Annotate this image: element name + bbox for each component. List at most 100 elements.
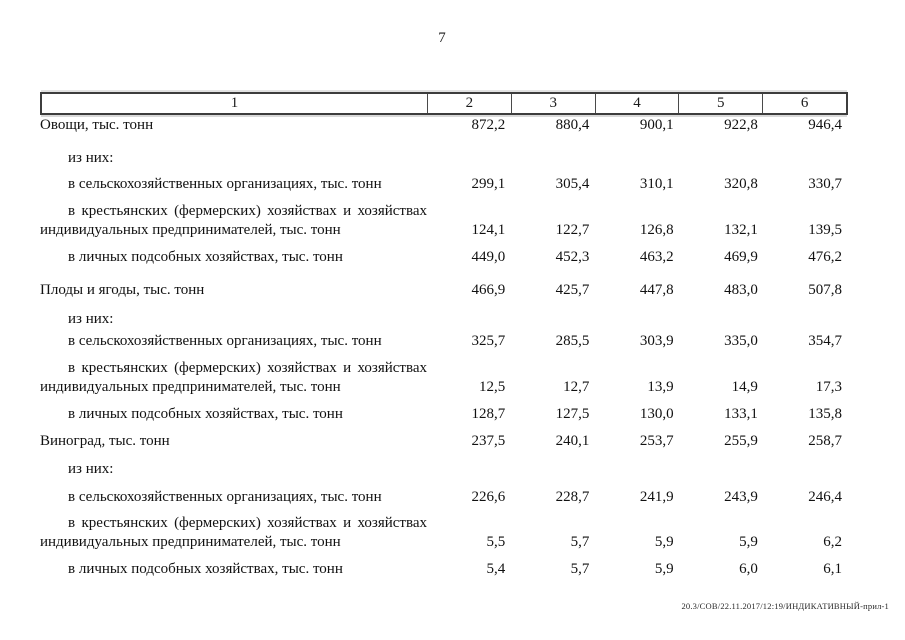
cell-value: 447,8	[639, 282, 674, 298]
row-label: в крестьянских (фермерских) хозяйствах и…	[40, 203, 427, 238]
cell-value: 246,4	[808, 489, 843, 505]
table-header-cell: 1	[230, 95, 239, 111]
cell-value: 922,8	[724, 117, 758, 133]
cell-value: 240,1	[555, 433, 590, 449]
cell-value: 128,7	[471, 406, 506, 422]
cell-value: 127,5	[555, 406, 590, 422]
cell-value: 139,5	[808, 221, 843, 238]
row-label: из них:	[68, 461, 114, 477]
cell-value: 946,4	[808, 117, 843, 133]
cell-value: 241,9	[639, 489, 674, 505]
cell-value: 5,7	[570, 561, 590, 577]
cell-value: 900,1	[639, 117, 674, 133]
cell-value: 5,9	[739, 533, 758, 550]
cell-value: 476,2	[808, 249, 843, 265]
cell-value: 5,7	[570, 533, 590, 550]
cell-value: 228,7	[555, 489, 590, 505]
cell-value: 5,9	[654, 561, 674, 577]
cell-value: 5,9	[654, 533, 674, 550]
cell-value: 135,8	[808, 406, 843, 422]
table-row: в сельскохозяйственных организациях, тыс…	[40, 175, 848, 194]
row-label: Виноград, тыс. тонн	[40, 433, 170, 449]
cell-value: 237,5	[471, 433, 506, 449]
row-label: в крестьянских (фермерских) хозяйствах и…	[40, 360, 427, 395]
table-row: Овощи, тыс. тонн 872,2 880,4 900,1 922,8 946,…	[40, 116, 848, 135]
cell-value: 285,5	[555, 333, 590, 349]
row-label: Плоды и ягоды, тыс. тонн	[40, 282, 205, 298]
row-label: из них:	[68, 311, 114, 327]
table-row: из них:	[40, 460, 848, 479]
row-label: в сельскохозяйственных организациях, тыс…	[68, 333, 382, 349]
row-label: в личных подсобных хозяйствах, тыс. тонн	[68, 249, 343, 265]
cell-value: 335,0	[724, 333, 758, 349]
table-row: Плоды и ягоды, тыс. тонн 466,9 425,7 447,8 4…	[40, 281, 848, 300]
cell-value: 320,8	[724, 176, 758, 192]
cell-value: 12,7	[563, 378, 590, 395]
cell-value: 354,7	[808, 333, 843, 349]
table-row: в крестьянских (фермерских) хозяйствах и…	[40, 514, 848, 551]
row-label: Овощи, тыс. тонн	[40, 117, 154, 133]
cell-value: 6,2	[823, 533, 843, 550]
table-row: в личных подсобных хозяйствах, тыс. тонн…	[40, 248, 848, 267]
cell-value: 126,8	[639, 221, 674, 238]
cell-value: 258,7	[808, 433, 843, 449]
table-row: в личных подсобных хозяйствах, тыс. тонн…	[40, 405, 848, 424]
page-number: 7	[438, 30, 446, 46]
cell-value: 133,1	[724, 406, 758, 422]
cell-value: 507,8	[808, 282, 843, 298]
table-row: в крестьянских (фермерских) хозяйствах и…	[40, 359, 848, 396]
cell-value: 6,1	[823, 561, 843, 577]
table-row: Виноград, тыс. тонн 237,5 240,1 253,7 255,9 2…	[40, 432, 848, 451]
table-row: в сельскохозяйственных организациях, тыс…	[40, 488, 848, 507]
cell-value: 303,9	[639, 333, 674, 349]
row-label: в сельскохозяйственных организациях, тыс…	[68, 176, 382, 192]
cell-value: 469,9	[724, 249, 758, 265]
table-header-cell: 2	[427, 94, 511, 113]
footer-stamp: 20.3/СОВ/22.11.2017/12:19/ИНДИКАТИВНЫЙ-п…	[681, 601, 889, 611]
cell-value: 253,7	[639, 433, 674, 449]
cell-value: 330,7	[808, 176, 843, 192]
row-label: в сельскохозяйственных организациях, тыс…	[68, 489, 382, 505]
cell-value: 325,7	[471, 333, 506, 349]
cell-value: 124,1	[471, 221, 506, 238]
table-row: в личных подсобных хозяйствах, тыс. тонн…	[40, 560, 848, 579]
cell-value: 463,2	[639, 249, 674, 265]
cell-value: 466,9	[471, 282, 506, 298]
table-header-cell: 3	[510, 94, 595, 113]
cell-value: 122,7	[555, 221, 590, 238]
cell-value: 13,9	[647, 378, 674, 395]
row-label: в крестьянских (фермерских) хозяйствах и…	[40, 515, 427, 550]
table-header-cell: 6	[762, 94, 846, 113]
cell-value: 12,5	[478, 378, 506, 395]
cell-value: 5,4	[486, 561, 506, 577]
cell-value: 6,0	[739, 561, 758, 577]
table-row: из них:	[40, 149, 848, 168]
cell-value: 305,4	[555, 176, 590, 192]
table-row: в крестьянских (фермерских) хозяйствах и…	[40, 202, 848, 239]
cell-value: 452,3	[555, 249, 590, 265]
table-header-cell: 4	[594, 94, 679, 113]
cell-value: 17,3	[815, 378, 843, 395]
cell-value: 255,9	[724, 433, 758, 449]
cell-value: 880,4	[555, 117, 590, 133]
row-label: в личных подсобных хозяйствах, тыс. тонн	[68, 561, 343, 577]
table-header-cell: 5	[678, 94, 762, 113]
cell-value: 449,0	[471, 249, 506, 265]
row-label: в личных подсобных хозяйствах, тыс. тонн	[68, 406, 343, 422]
cell-value: 299,1	[471, 176, 506, 192]
cell-value: 5,5	[486, 533, 506, 550]
cell-value: 425,7	[555, 282, 590, 298]
cell-value: 226,6	[471, 489, 506, 505]
cell-value: 872,2	[471, 117, 506, 133]
cell-value: 14,9	[731, 378, 758, 395]
table-row: из них:	[40, 310, 848, 329]
cell-value: 132,1	[724, 221, 758, 238]
cell-value: 310,1	[639, 176, 674, 192]
row-label: из них:	[68, 150, 114, 166]
table-row: в сельскохозяйственных организациях, тыс…	[40, 332, 848, 351]
cell-value: 243,9	[724, 489, 758, 505]
cell-value: 130,0	[639, 406, 674, 422]
cell-value: 483,0	[724, 282, 758, 298]
